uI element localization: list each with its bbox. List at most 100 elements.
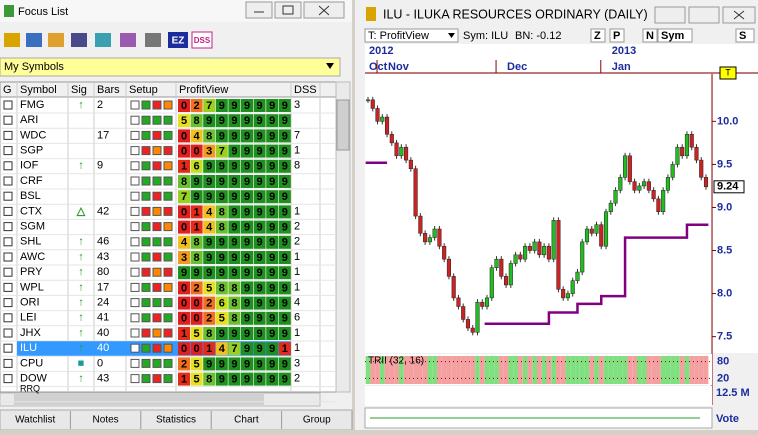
tool-icon[interactable] xyxy=(71,33,87,47)
plot-area xyxy=(365,74,712,353)
profit-cell xyxy=(203,296,216,310)
profit-cell xyxy=(241,281,253,295)
indicator-bar xyxy=(427,356,433,384)
candle xyxy=(456,297,461,307)
icon xyxy=(318,5,330,16)
tool-icon[interactable] xyxy=(48,33,64,47)
candle xyxy=(642,181,647,187)
setup-icon xyxy=(130,206,140,216)
profit-cell xyxy=(278,251,291,264)
checkbox[interactable] xyxy=(3,191,13,201)
checkbox[interactable] xyxy=(3,298,13,308)
maximize-button[interactable] xyxy=(274,1,302,19)
profit-digit: 1 xyxy=(181,161,187,173)
dss-button[interactable] xyxy=(191,31,213,49)
profit-cell xyxy=(215,99,228,112)
maximize-button[interactable] xyxy=(688,6,720,24)
h-scroll-thumb[interactable] xyxy=(14,394,264,405)
checkbox[interactable] xyxy=(3,313,13,323)
profit-cell xyxy=(241,99,253,112)
chart-button[interactable] xyxy=(590,28,606,43)
profit-cell xyxy=(178,129,190,143)
template-dropdown[interactable] xyxy=(364,28,459,43)
chart-button[interactable] xyxy=(609,28,625,43)
chart-button[interactable] xyxy=(735,28,755,43)
profit-digit: 9 xyxy=(244,130,250,142)
indicator-bar xyxy=(565,356,571,384)
checkbox[interactable] xyxy=(3,343,13,353)
profit-digit: 9 xyxy=(257,313,263,325)
minimize-button[interactable] xyxy=(654,6,686,24)
indicator-bar xyxy=(413,356,418,384)
signal: ↑ xyxy=(78,99,84,111)
tool-icon[interactable] xyxy=(4,33,20,47)
setup-icon xyxy=(130,130,140,140)
tab[interactable]: Notes xyxy=(93,415,119,426)
ez-button[interactable] xyxy=(168,32,188,48)
profit-cell xyxy=(278,220,291,234)
checkbox[interactable] xyxy=(3,374,13,384)
checkbox[interactable] xyxy=(3,100,13,110)
list-dropdown[interactable] xyxy=(0,57,341,77)
v-scrollbar[interactable] xyxy=(335,81,351,393)
indicator-bar xyxy=(632,356,637,384)
profit-cell xyxy=(215,251,228,264)
indicator-bar xyxy=(479,356,485,384)
tool-icon[interactable] xyxy=(145,33,161,47)
tool-icon[interactable] xyxy=(26,33,42,47)
chart-button[interactable] xyxy=(657,28,693,43)
checkbox[interactable] xyxy=(3,146,13,156)
tool-icon[interactable] xyxy=(120,33,136,47)
tab[interactable]: Group xyxy=(303,415,331,426)
profit-digit: 9 xyxy=(194,267,200,279)
setup-icon xyxy=(163,374,173,384)
profit-digit: 8 xyxy=(181,176,187,188)
profit-cell xyxy=(215,175,228,188)
tab[interactable]: Chart xyxy=(234,415,259,426)
minimize-button[interactable] xyxy=(245,1,273,19)
tab[interactable]: Statistics xyxy=(156,415,196,426)
indicator-bar xyxy=(641,356,647,384)
indicator-tick-label: 80 xyxy=(717,356,729,368)
signal: ■ xyxy=(78,357,85,369)
checkbox[interactable] xyxy=(3,252,13,262)
indicator-bar xyxy=(446,356,452,384)
candle xyxy=(565,293,570,299)
bars: 17 xyxy=(97,281,109,293)
candle xyxy=(389,134,394,144)
candle xyxy=(680,146,685,157)
symbol: ARI xyxy=(20,114,38,126)
profit-digit: 9 xyxy=(257,358,263,370)
profit-digit: 9 xyxy=(244,191,250,203)
bars: 2 xyxy=(97,99,103,111)
bars: 24 xyxy=(97,297,109,309)
checkbox[interactable] xyxy=(3,237,13,247)
scroll-thumb[interactable] xyxy=(336,99,350,151)
tab[interactable]: Watchlist xyxy=(15,415,55,426)
profit-cell xyxy=(228,251,241,264)
profit-cell xyxy=(241,235,253,249)
profit-cell xyxy=(266,311,279,325)
profit-digit: 3 xyxy=(181,252,187,264)
checkbox[interactable] xyxy=(3,176,13,186)
checkbox[interactable] xyxy=(3,206,13,216)
checkbox[interactable] xyxy=(3,115,13,125)
chart-button[interactable] xyxy=(642,28,658,43)
profit-cell xyxy=(178,114,190,128)
candle xyxy=(523,245,528,260)
candle xyxy=(532,241,537,251)
checkbox[interactable] xyxy=(3,328,13,338)
checkbox[interactable] xyxy=(3,358,13,368)
profit-cell xyxy=(190,159,203,173)
checkbox[interactable] xyxy=(3,282,13,292)
indicator-bar xyxy=(513,356,518,384)
setup-icon xyxy=(163,206,173,216)
profit-cell xyxy=(266,372,279,386)
checkbox[interactable] xyxy=(3,161,13,171)
checkbox[interactable] xyxy=(3,222,13,232)
indicator-bar xyxy=(651,356,657,384)
profit-cell xyxy=(253,220,266,234)
tool-icon[interactable] xyxy=(95,33,111,47)
checkbox[interactable] xyxy=(3,267,13,277)
checkbox[interactable] xyxy=(3,130,13,140)
